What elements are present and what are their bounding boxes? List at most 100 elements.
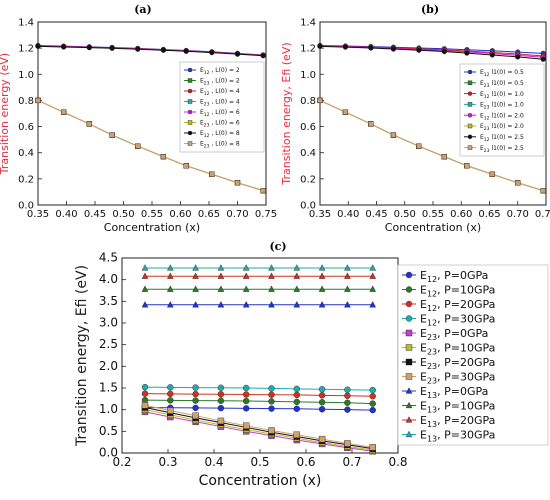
panel-b-label: (b)	[421, 3, 439, 16]
data-point	[141, 402, 149, 409]
data-point	[368, 121, 374, 127]
data-point	[141, 272, 149, 279]
series-line	[144, 399, 373, 405]
legend-marker	[187, 78, 193, 83]
series-11	[141, 264, 377, 271]
y-axis-label: Transition energy, Efi (eV)	[74, 265, 90, 447]
data-point	[135, 46, 141, 52]
data-point	[317, 97, 323, 104]
data-point	[344, 285, 351, 292]
x-tick-label: 0.70	[226, 209, 248, 220]
data-point	[242, 272, 250, 279]
series-9	[141, 285, 377, 292]
data-point	[192, 390, 199, 398]
y-tick-label: 1.0	[18, 70, 34, 81]
data-point	[160, 47, 167, 53]
data-point	[369, 400, 376, 407]
legend-marker	[187, 99, 193, 104]
legend-marker	[467, 91, 473, 96]
data-point	[260, 188, 266, 194]
legend-entry: E12 l1(0) = 1.0	[480, 91, 524, 100]
data-point	[369, 393, 376, 400]
data-point	[183, 163, 189, 169]
legend-entry: E12, P=0GPa	[420, 269, 488, 284]
x-tick-label: 0.50	[394, 209, 416, 220]
y-tick-label: 0.2	[300, 174, 316, 185]
series-0	[141, 404, 376, 414]
data-point	[489, 171, 495, 177]
legend-box	[397, 264, 549, 446]
data-point	[217, 272, 225, 279]
legend-marker	[467, 80, 473, 86]
y-tick-label: 1.0	[99, 402, 118, 416]
data-point	[268, 398, 275, 405]
data-point	[192, 412, 199, 419]
x-tick-label: 0.40	[55, 209, 77, 220]
series-6	[317, 43, 546, 62]
legend-marker	[467, 134, 473, 140]
x-tick-label: 0.60	[450, 209, 472, 220]
data-point	[318, 392, 326, 399]
data-point	[293, 431, 300, 438]
data-point	[268, 427, 275, 434]
legend-entry: E12 l1(0) = 2.5	[480, 134, 524, 143]
data-point	[540, 188, 546, 194]
data-point	[515, 54, 521, 60]
data-point	[318, 272, 326, 279]
data-point	[242, 405, 250, 412]
data-point	[167, 407, 174, 414]
legend-entry: E12 , L(0) = 2	[200, 67, 240, 76]
data-point	[268, 391, 275, 398]
series-8	[141, 301, 377, 308]
data-point	[318, 406, 326, 413]
series-line	[144, 407, 373, 450]
data-point	[183, 48, 189, 54]
y-tick-label: 0.0	[18, 201, 34, 212]
data-point	[166, 301, 174, 308]
x-tick-label: 0.35	[309, 209, 331, 220]
data-point	[166, 272, 174, 279]
data-point	[464, 50, 470, 56]
data-point	[141, 301, 149, 308]
data-point	[192, 404, 199, 412]
data-point	[369, 406, 376, 414]
data-point	[192, 397, 199, 404]
data-point	[242, 285, 250, 292]
legend-marker	[405, 387, 413, 394]
x-tick-label: 0.55	[141, 209, 163, 220]
data-point	[293, 398, 300, 406]
series-1	[141, 396, 376, 407]
data-point	[135, 143, 141, 149]
legend-entry: E23, P=10GPa	[420, 342, 495, 357]
series-line	[144, 386, 373, 391]
data-point	[293, 264, 301, 271]
data-point	[160, 154, 167, 160]
data-point	[318, 399, 326, 406]
legend-entry: E12, P=10GPa	[420, 284, 495, 299]
y-axis-label: Transition energy (eV)	[0, 53, 11, 175]
data-point	[234, 180, 241, 186]
data-point	[293, 272, 301, 279]
legend-entry: E12, P=30GPa	[420, 313, 495, 328]
legend-box	[459, 63, 545, 157]
legend-marker	[405, 271, 413, 279]
data-point	[318, 386, 326, 393]
data-point	[390, 46, 397, 52]
series-line	[37, 99, 264, 192]
data-point	[141, 264, 149, 271]
data-point	[344, 386, 351, 393]
data-point	[369, 444, 376, 451]
data-point	[344, 440, 351, 447]
x-tick-label: 0.4	[204, 455, 223, 469]
data-point	[192, 384, 199, 391]
y-tick-label: 0.6	[300, 122, 316, 133]
series-7	[35, 97, 266, 194]
x-tick-label: 0.40	[337, 209, 359, 220]
legend-entry: E12, P=20GPa	[420, 298, 495, 313]
data-point	[61, 44, 67, 50]
legend-entry: E13, P=0GPa	[420, 385, 488, 400]
data-point	[217, 391, 225, 398]
data-point	[260, 53, 266, 59]
series-line	[144, 407, 373, 411]
